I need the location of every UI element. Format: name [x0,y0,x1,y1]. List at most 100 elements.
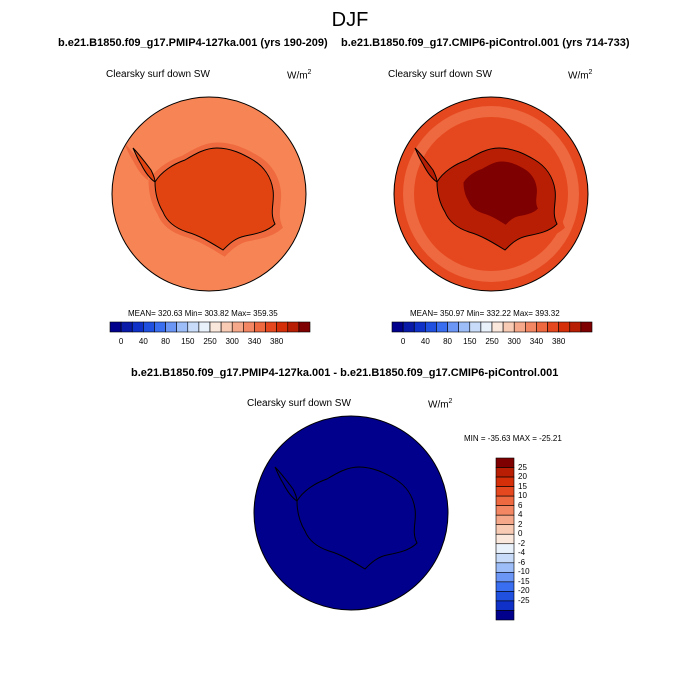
panel2-colorbar-tick-label: 380 [551,337,566,346]
diff-colorbar-swatch [495,524,515,535]
panel2-variable-label: Clearsky surf down SW [388,69,492,80]
diff-colorbar-tick-label: 0 [518,529,523,539]
panel1-colorbar-swatch [231,321,244,333]
diff-colorbar-swatch [495,543,515,554]
panel2-colorbar-swatch [469,321,482,333]
diff-colorbar-swatch [495,600,515,611]
panel2-colorbar-swatch [436,321,448,333]
diff-colorbar-tick-label: -15 [518,576,530,586]
panel1-case-title: b.e21.B1850.f09_g17.PMIP4-127ka.001 (yrs… [58,37,328,49]
diff-case-title: b.e21.B1850.f09_g17.PMIP4-127ka.001 - b.… [131,367,559,379]
diff-colorbar-swatch [495,476,515,487]
diff-variable-label: Clearsky surf down SW [247,398,351,409]
panel2-colorbar-tick-label: 40 [420,337,430,346]
diff-colorbar-tick-label: 25 [518,462,527,472]
diff-colorbar-tick-label: 2 [518,519,523,529]
panel2-colorbar-swatch [413,321,426,333]
diff-colorbar-tick-label: 15 [518,481,527,491]
panel1-colorbar-swatch [198,321,211,333]
panel2-units: W/m2 [568,69,593,82]
diff-colorbar-swatch [495,610,515,621]
diff-colorbar [495,457,515,621]
panel1-stats: MEAN= 320.63 Min= 303.82 Max= 359.35 [128,309,278,318]
diff-colorbar-swatch [495,562,515,573]
panel1-colorbar-swatch [154,321,166,333]
panel1-colorbar-tick-label: 300 [225,337,239,346]
panel1-colorbar-swatch [298,321,311,333]
diff-colorbar-tick-label: 10 [518,491,527,501]
panel2-colorbar-swatch [480,321,493,333]
panel1-map [112,97,306,291]
panel1-colorbar-tick-label: 380 [269,337,284,346]
panel2-colorbar-swatch [502,321,515,333]
diff-colorbar-swatch [495,552,515,564]
panel1-colorbar-swatch [243,321,255,333]
panel1-variable-label: Clearsky surf down SW [106,69,210,80]
diff-colorbar-tick-label: -10 [518,567,530,577]
panel1-colorbar [109,321,311,333]
panel1-map-border [111,96,307,292]
diff-colorbar-tick-label: 4 [518,510,523,520]
panel2-colorbar-swatch [558,321,571,333]
season-title: DJF [331,9,369,31]
diff-colorbar-swatch [495,591,515,602]
panel1-colorbar-swatch [287,321,300,333]
panel2-colorbar-tick-label: 80 [443,337,452,346]
panel1-colorbar-swatch [131,321,144,333]
panel1-colorbar-swatch [220,321,233,333]
panel2-colorbar-tick-label: 340 [529,337,544,346]
diff-colorbar-swatch [495,495,515,506]
diff-colorbar-tick-label: -6 [518,557,526,567]
panel1-colorbar-swatch [143,321,155,333]
panel1-colorbar-swatch [120,321,133,333]
panel2-colorbar-swatch [513,321,526,333]
panel1-colorbar-tick-label: 150 [181,337,195,346]
panel1-colorbar-tick-label: 340 [247,337,262,346]
panel1-colorbar-tick-label: 80 [161,337,170,346]
panel1-colorbar-tick-label: 0 [118,337,124,346]
panel2-case-title: b.e21.B1850.f09_g17.CMIP6-piControl.001 … [341,37,630,49]
panel2-colorbar-swatch [569,321,582,333]
panel1-units: W/m2 [287,69,312,82]
panel1-colorbar-swatch [265,321,277,333]
panel1-colorbar-swatch [254,321,266,333]
diff-map [254,416,448,610]
diff-colorbar-swatch [495,467,515,478]
diff-colorbar-swatch [495,533,515,545]
panel2-stats: MEAN= 350.97 Min= 332.22 Max= 393.32 [410,309,560,318]
panel2-colorbar-swatch [458,321,471,333]
panel2-colorbar-swatch [425,321,437,333]
panel1-colorbar-swatch [187,321,200,333]
panel2-colorbar-swatch [580,321,593,333]
panel2-colorbar-tick-label: 150 [463,337,477,346]
diff-units: W/m2 [428,398,453,411]
panel2-colorbar-swatch [547,321,559,333]
diff-colorbar-swatch [495,457,515,468]
diff-colorbar-swatch [495,505,515,516]
diff-colorbar-tick-label: -25 [518,595,530,605]
panel1-colorbar-swatch [109,321,122,333]
panel1-colorbar-tick-label: 40 [138,337,148,346]
diff-colorbar-tick-label: -4 [518,548,526,558]
panel2-colorbar-swatch [536,321,548,333]
diff-colorbar-swatch [495,572,515,583]
panel2-colorbar-swatch [525,321,537,333]
diff-map-border [253,415,449,611]
diff-fill [254,416,448,610]
diff-colorbar-swatch [495,581,515,592]
panel1-colorbar-swatch [209,321,222,333]
diff-colorbar-tick-label: -20 [518,586,530,596]
diff-colorbar-tick-label: -2 [518,538,526,548]
panel2-colorbar-tick-label: 250 [485,337,499,346]
panel2-colorbar [391,321,593,333]
panel2-colorbar-tick-label: 300 [507,337,521,346]
panel2-map [394,97,588,291]
panel2-colorbar-swatch [391,321,404,333]
diff-colorbar-swatch [495,514,515,526]
diff-colorbar-tick-label: 6 [518,500,523,510]
panel2-colorbar-swatch [447,321,459,333]
panel1-colorbar-swatch [165,321,177,333]
panel2-map-border [393,96,589,292]
diff-stats: MIN = -35.63 MAX = -25.21 [464,434,562,443]
panel2-colorbar-tick-label: 0 [400,337,406,346]
